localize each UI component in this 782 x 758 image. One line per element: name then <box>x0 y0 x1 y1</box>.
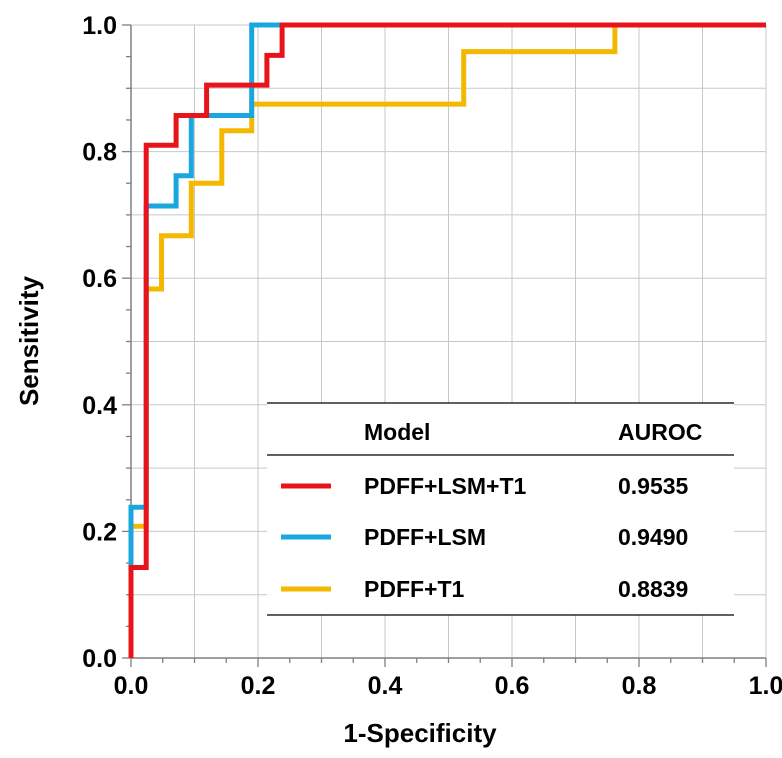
legend-header-model: Model <box>364 419 430 445</box>
legend: Model AUROC PDFF+LSM+T1 0.9535 PDFF+LSM 0.9… <box>267 402 734 616</box>
y-tick-label: 0.6 <box>82 265 117 293</box>
legend-auroc-value: 0.8839 <box>618 576 688 602</box>
legend-series-name: PDFF+LSM <box>364 524 486 550</box>
y-tick-label: 0.4 <box>82 392 117 420</box>
legend-auroc-value: 0.9535 <box>618 473 689 499</box>
legend-header-auroc: AUROC <box>618 419 702 445</box>
series-line-pdff-lsm-t1 <box>128 22 766 658</box>
x-tick-label: 0.2 <box>241 672 276 700</box>
y-tick-label: 1.0 <box>82 12 117 40</box>
legend-rows: PDFF+LSM+T1 0.9535 PDFF+LSM 0.9490 PDFF+T1 0.… <box>281 473 689 602</box>
legend-series-name: PDFF+LSM+T1 <box>364 473 527 499</box>
tick-labels: 0.0 0.2 0.4 0.6 0.8 1.0 0.0 0.2 0.4 0.6 0.8 1.0 <box>82 12 782 700</box>
x-tick-label: 0.6 <box>495 672 530 700</box>
legend-auroc-value: 0.9490 <box>618 524 688 550</box>
x-tick-label: 0.4 <box>368 672 403 700</box>
legend-series-name: PDFF+T1 <box>364 576 465 602</box>
y-tick-label: 0.2 <box>82 518 117 546</box>
x-tick-label: 0.0 <box>114 672 149 700</box>
y-axis-title: Sensitivity <box>14 275 44 406</box>
series-lines <box>128 22 766 658</box>
legend-background <box>267 403 734 615</box>
y-tick-label: 0.8 <box>82 139 117 167</box>
x-tick-label: 0.8 <box>622 672 657 700</box>
x-tick-label: 1.0 <box>749 672 782 700</box>
y-tick-label: 0.0 <box>82 645 117 673</box>
x-axis-title: 1-Specificity <box>343 718 497 748</box>
